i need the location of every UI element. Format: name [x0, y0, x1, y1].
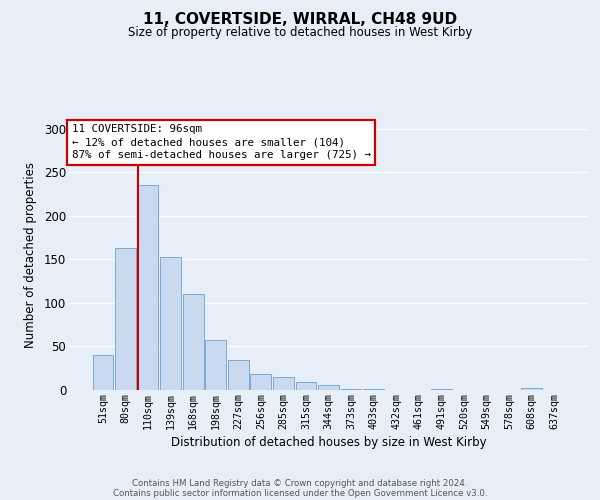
- Bar: [183, 294, 203, 390]
- Bar: [137, 186, 158, 390]
- Text: Contains public sector information licensed under the Open Government Licence v3: Contains public sector information licen…: [113, 489, 487, 498]
- Bar: [228, 360, 248, 390]
- Bar: [92, 355, 113, 390]
- Bar: [341, 389, 361, 390]
- Text: 11 COVERTSIDE: 96sqm
← 12% of detached houses are smaller (104)
87% of semi-deta: 11 COVERTSIDE: 96sqm ← 12% of detached h…: [71, 124, 371, 160]
- Text: Contains HM Land Registry data © Crown copyright and database right 2024.: Contains HM Land Registry data © Crown c…: [132, 479, 468, 488]
- Y-axis label: Number of detached properties: Number of detached properties: [24, 162, 37, 348]
- X-axis label: Distribution of detached houses by size in West Kirby: Distribution of detached houses by size …: [170, 436, 487, 448]
- Bar: [115, 248, 136, 390]
- Bar: [273, 377, 294, 390]
- Bar: [205, 340, 226, 390]
- Bar: [431, 389, 452, 390]
- Bar: [318, 385, 339, 390]
- Bar: [250, 374, 271, 390]
- Bar: [296, 382, 316, 390]
- Text: 11, COVERTSIDE, WIRRAL, CH48 9UD: 11, COVERTSIDE, WIRRAL, CH48 9UD: [143, 12, 457, 28]
- Bar: [521, 388, 542, 390]
- Bar: [160, 256, 181, 390]
- Text: Size of property relative to detached houses in West Kirby: Size of property relative to detached ho…: [128, 26, 472, 39]
- Bar: [363, 389, 384, 390]
